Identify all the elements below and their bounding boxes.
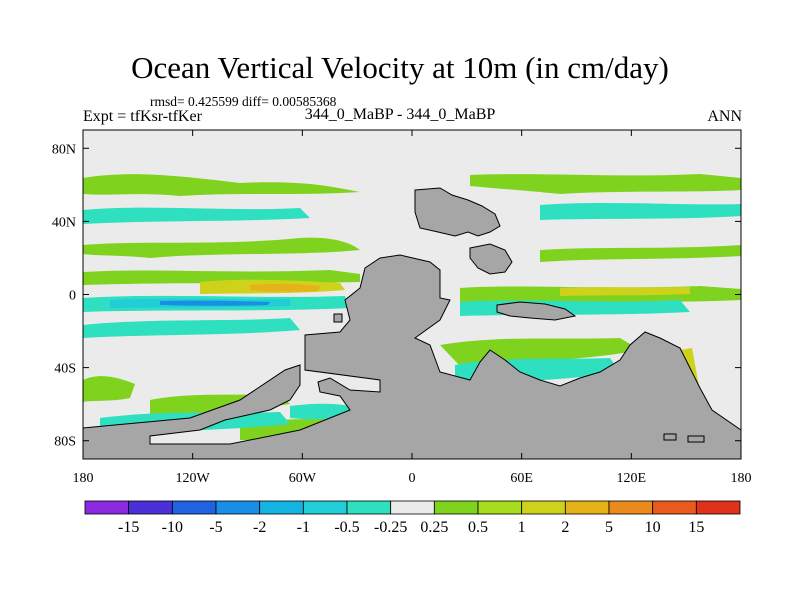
x-tick-label: 120E (617, 471, 647, 486)
y-tick-label: 0 (69, 289, 76, 304)
field-patch (250, 283, 320, 292)
y-tick-label: 40S (54, 362, 76, 377)
land-mass (333, 313, 343, 323)
field-patch (540, 202, 741, 220)
land-mass (82, 254, 742, 460)
field-patch (83, 207, 310, 224)
colorbar-swatch (564, 500, 610, 515)
field-patch (83, 237, 360, 258)
x-tick-label: 180 (73, 471, 94, 486)
colorbar-label: -0.5 (334, 519, 359, 536)
colorbar-label: -0.25 (374, 519, 407, 536)
x-tick-label: 0 (409, 471, 416, 486)
field-patch (290, 403, 350, 420)
field-patch (83, 174, 360, 196)
x-tick-label: 60W (289, 471, 317, 486)
stats-label: rmsd= 0.425599 diff= 0.00585368 (150, 94, 337, 109)
colorbar-swatch (608, 500, 654, 515)
field-patch (560, 287, 690, 296)
field-patch (470, 174, 741, 194)
colorbar-swatch (695, 500, 741, 515)
chart-title: Ocean Vertical Velocity at 10m (in cm/da… (131, 50, 669, 85)
y-tick-label: 40N (52, 215, 76, 230)
colorbar-label: 0.5 (468, 519, 488, 536)
x-tick-label: 60E (510, 471, 533, 486)
colorbar-swatch (171, 500, 217, 515)
colorbar-label: -15 (118, 519, 139, 536)
colorbar-swatch (433, 500, 479, 515)
field-patch (160, 300, 270, 306)
colorbar: -15 -10 -5 -2 -1 -0.5 -0.25 0.25 0.5 1 2 5 10 15 (84, 500, 741, 536)
y-tick-label: 80S (54, 435, 76, 450)
land-mass (687, 435, 705, 443)
colorbar-swatch (302, 500, 348, 515)
land-mass (663, 433, 677, 441)
colorbar-swatch (477, 500, 523, 515)
colorbar-label: -1 (297, 519, 310, 536)
season-label: ANN (707, 108, 742, 125)
experiment-label: Expt = tfKsr-tfKer (83, 108, 202, 125)
land-mass (414, 187, 501, 237)
land-mask (82, 187, 742, 460)
colorbar-swatch (84, 500, 130, 515)
colorbar-label: -2 (253, 519, 266, 536)
colorbar-label: 1 (518, 519, 526, 536)
colorbar-label: 15 (688, 519, 704, 536)
land-mass (469, 243, 513, 275)
x-tick-label: 180 (731, 471, 752, 486)
colorbar-swatch (215, 500, 261, 515)
colorbar-swatch (390, 500, 435, 515)
colorbar-swatch (652, 500, 697, 515)
field-patch (83, 318, 300, 338)
land-mass (496, 301, 577, 321)
colorbar-label: 5 (605, 519, 613, 536)
colorbar-label: -10 (162, 519, 183, 536)
colorbar-label: 10 (645, 519, 661, 536)
field-patch (83, 376, 135, 402)
colorbar-swatch (346, 500, 392, 515)
colorbar-swatch (128, 500, 173, 515)
y-axis: 80N 40N 0 40S 80S (52, 142, 741, 450)
period-label: 344_0_MaBP - 344_0_MaBP (304, 106, 496, 123)
field-patch (540, 245, 741, 262)
colorbar-label: 0.25 (420, 519, 448, 536)
x-axis: 180 120W 60W 0 60E 120E 180 (73, 130, 752, 486)
y-tick-label: 80N (52, 142, 76, 157)
colorbar-label: 2 (561, 519, 569, 536)
colorbar-swatch (521, 500, 566, 515)
colorbar-swatch (259, 500, 304, 515)
colorbar-label: -5 (209, 519, 222, 536)
x-tick-label: 120W (176, 471, 211, 486)
